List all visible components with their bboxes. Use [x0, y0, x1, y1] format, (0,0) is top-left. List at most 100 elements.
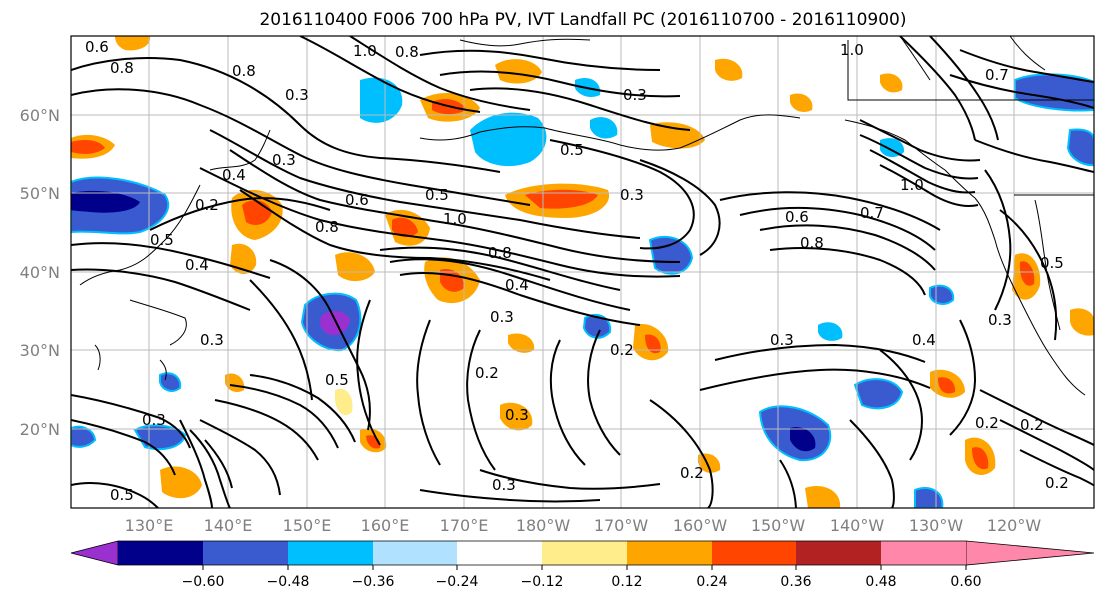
pv-pos-patch — [335, 388, 353, 416]
pv-pos-patch — [335, 252, 375, 282]
contour-label: 0.5 — [110, 486, 134, 504]
pv-pos-patch — [790, 93, 813, 113]
contour-label: 0.2 — [680, 464, 704, 482]
contour-label: 0.4 — [505, 276, 529, 294]
pv-pos-patch — [508, 333, 535, 353]
pv-pos-patch — [650, 122, 705, 149]
contour-label: 0.8 — [395, 43, 419, 61]
contour-label: 1.0 — [353, 42, 377, 60]
contour-label: 0.3 — [142, 411, 166, 429]
pv-pos-patch-core — [645, 334, 661, 354]
lat-label: 50°N — [20, 184, 60, 203]
pv-pos-patch — [225, 373, 245, 393]
colorbar-tick-label: 0.36 — [780, 574, 811, 590]
lon-label: 160°W — [673, 516, 728, 535]
contour-label: 0.5 — [425, 186, 449, 204]
pv-neg-patch — [582, 313, 612, 339]
colorbar-tick-label: −0.12 — [521, 574, 564, 590]
lon-label: 160°E — [361, 516, 410, 535]
lat-label: 60°N — [20, 106, 60, 125]
map-panel: 0.6 0.8 1.0 0.8 0.8 0.3 0.4 1.0 0.8 0.2 … — [70, 35, 1095, 509]
pv-pos-patch — [500, 402, 533, 431]
graticule — [71, 36, 1094, 508]
lon-label: 120°W — [987, 516, 1042, 535]
lon-label: 130°W — [909, 516, 964, 535]
colorbar-segment — [457, 541, 542, 565]
latitude-labels: 60°N 50°N 40°N 30°N 20°N — [20, 106, 60, 439]
pv-neg-patch — [1014, 73, 1094, 112]
longitude-labels: 130°E 140°E 150°E 160°E 170°E 180°W 170°… — [125, 516, 1042, 535]
contour-label: 1.0 — [900, 176, 924, 194]
pv-shading — [71, 36, 1094, 508]
colorbar-segment — [288, 541, 373, 565]
pv-pos-patch — [115, 36, 151, 51]
pv-neg-patch — [818, 322, 843, 341]
lon-label: 140°E — [204, 516, 253, 535]
colorbar-tick-label: 0.12 — [611, 574, 642, 590]
lon-label: 180°W — [516, 516, 571, 535]
pv-neg-patch — [1066, 128, 1094, 167]
pv-neg-patch-core — [71, 190, 140, 213]
pv-pos-patch — [805, 486, 841, 508]
contour-label: 0.2 — [475, 364, 499, 382]
colorbar-segment — [118, 541, 203, 565]
contour-label: 0.5 — [150, 231, 174, 249]
contour-label: 0.4 — [912, 331, 936, 349]
colorbar-segment — [712, 541, 796, 565]
lon-label: 150°W — [751, 516, 806, 535]
colorbar: −0.60 −0.48 −0.36 −0.24 −0.12 0.12 0.24 … — [70, 540, 1095, 590]
pv-neg-patch — [853, 378, 904, 410]
pv-pos-patch — [880, 73, 903, 93]
pv-pos-patch-core — [1019, 261, 1035, 286]
pv-pos-patch — [715, 58, 743, 81]
pv-neg-patch — [880, 138, 905, 158]
contour-label: 0.4 — [185, 256, 209, 274]
colorbar-segment — [373, 541, 457, 565]
colorbar-tick-label: 0.60 — [950, 574, 981, 590]
colorbar-segment — [542, 541, 627, 565]
colorbar-tick-label: 0.24 — [696, 574, 727, 590]
contour-label: 1.0 — [840, 41, 864, 59]
contour-label: 0.3 — [285, 86, 309, 104]
colorbar-tick-label: −0.48 — [267, 574, 310, 590]
contour-label: 0.3 — [272, 151, 296, 169]
colorbar-extend-max — [965, 540, 1095, 566]
contour-label: 0.8 — [232, 62, 256, 80]
contour-label: 0.6 — [345, 191, 369, 209]
colorbar-segment — [796, 541, 881, 565]
colorbar-segment — [881, 541, 966, 565]
contour-label: 0.8 — [315, 218, 339, 236]
pv-neg-patch-core — [320, 310, 350, 336]
pv-pos-patch-core — [392, 217, 418, 238]
contour-label: 0.2 — [1045, 474, 1069, 492]
contour-label: 0.8 — [488, 244, 512, 262]
colorbar-extend-min — [70, 540, 119, 566]
contour-label: 0.6 — [85, 38, 109, 56]
pv-neg-patch — [360, 77, 403, 123]
lat-label: 40°N — [20, 263, 60, 282]
contour-label: 0.3 — [620, 186, 644, 204]
contour-label: 0.4 — [222, 166, 246, 184]
contour-label: 0.3 — [492, 476, 516, 494]
contour-label: 0.7 — [860, 204, 884, 222]
lat-label: 30°N — [20, 341, 60, 360]
map-frame — [70, 35, 1095, 509]
pv-pos-patch — [230, 243, 257, 275]
contour-label: 0.3 — [505, 406, 529, 424]
pv-pos-patch — [495, 59, 542, 84]
colorbar-tick-label: −0.60 — [182, 574, 225, 590]
contour-label: 0.8 — [110, 59, 134, 77]
contour-label: 1.0 — [443, 210, 467, 228]
lat-label: 20°N — [20, 420, 60, 439]
colorbar-tick-label: 0.48 — [865, 574, 896, 590]
colorbar-ticks — [202, 565, 967, 570]
contour-label: 0.5 — [325, 371, 349, 389]
pv-neg-patch — [929, 284, 955, 305]
colorbar-segment — [203, 541, 288, 565]
colorbar-tick-label: −0.36 — [352, 574, 395, 590]
lon-label: 130°E — [125, 516, 174, 535]
contour-label: 0.3 — [988, 311, 1012, 329]
lon-label: 150°E — [283, 516, 332, 535]
pv-neg-patch — [159, 372, 182, 392]
coastlines — [79, 36, 1094, 396]
